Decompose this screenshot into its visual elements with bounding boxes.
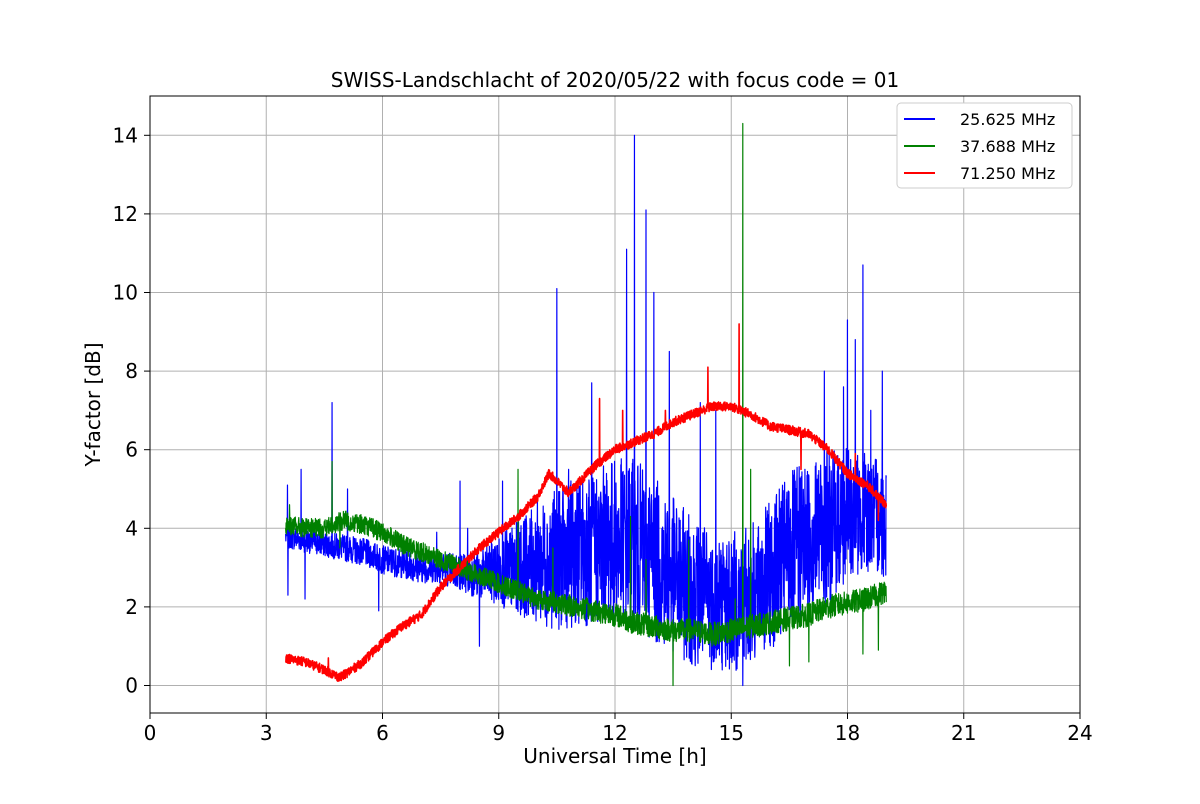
legend-label: 25.625 MHz — [960, 110, 1055, 129]
y-tick-label: 0 — [125, 673, 138, 697]
x-tick-label: 15 — [719, 721, 744, 745]
x-tick-label: 6 — [376, 721, 389, 745]
x-tick-label: 3 — [260, 721, 273, 745]
x-tick-label: 21 — [951, 721, 976, 745]
x-tick-label: 9 — [492, 721, 505, 745]
y-axis-label: Y-factor [dB] — [81, 342, 105, 467]
x-tick-label: 24 — [1067, 721, 1092, 745]
series-blue-25625 — [285, 134, 887, 687]
x-tick-label: 18 — [835, 721, 860, 745]
series-layer — [285, 122, 888, 687]
chart-title: SWISS-Landschlacht of 2020/05/22 with fo… — [331, 68, 899, 92]
x-axis-label: Universal Time [h] — [523, 744, 706, 768]
y-tick-label: 6 — [125, 438, 138, 462]
y-tick-label: 8 — [125, 359, 138, 383]
x-tick-label: 12 — [602, 721, 627, 745]
y-tick-label: 12 — [113, 202, 138, 226]
legend-label: 71.250 MHz — [960, 164, 1055, 183]
x-tick-label: 0 — [144, 721, 157, 745]
legend: 25.625 MHz 37.688 MHz 71.250 MHz — [896, 102, 1073, 189]
y-tick-label: 2 — [125, 595, 138, 619]
series-red-71250 — [285, 323, 888, 682]
y-tick-label: 14 — [113, 123, 138, 147]
y-tick-label: 10 — [113, 280, 138, 304]
legend-label: 37.688 MHz — [960, 137, 1055, 156]
legend-box — [896, 102, 1073, 189]
series-green-37688 — [285, 122, 887, 687]
y-tick-label: 4 — [125, 516, 138, 540]
